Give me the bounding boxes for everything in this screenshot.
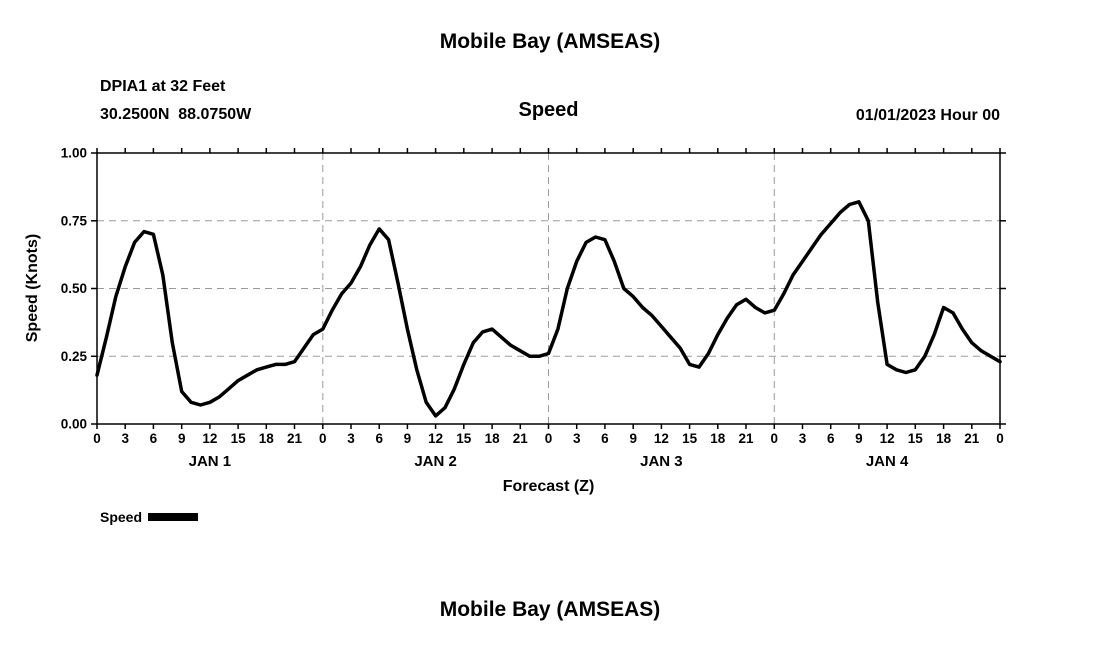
day-label: JAN 4 [866,453,909,470]
speed-line [95,200,1002,418]
x-tick-label: 21 [964,431,980,446]
y-tick-label: 0.00 [61,417,87,432]
x-tick-label: 3 [121,431,129,446]
x-tick-label: 6 [827,431,835,446]
panel-label: Speed [518,99,579,121]
x-tick-label: 0 [93,431,101,446]
day-label: JAN 1 [189,453,232,470]
chart-title-bottom: Mobile Bay (AMSEAS) [439,598,661,621]
y-tick-label: 0.75 [61,213,88,228]
x-tick-label: 3 [799,431,807,446]
x-tick-label: 3 [573,431,581,446]
x-tick-label: 18 [485,431,501,446]
y-tick-label: 1.00 [61,146,87,161]
x-tick-label: 21 [287,431,303,446]
x-tick-label: 12 [202,431,217,446]
station-coordinates: 30.2500N 88.0750W [100,106,252,123]
datetime-label: 01/01/2023 Hour 00 [855,107,1000,124]
x-tick-label: 6 [601,431,609,446]
x-tick-label: 21 [738,431,754,446]
station-label: DPIA1 at 32 Feet [100,78,226,95]
legend-line-swatch [148,513,199,521]
legend: Speed [100,508,199,526]
day-label: JAN 3 [640,453,683,470]
plot-frame [96,152,1001,425]
x-tick-label: 0 [545,431,553,446]
x-tick-label: 6 [375,431,383,446]
x-tick-label: 18 [936,431,952,446]
y-tick-label: 0.25 [61,349,88,364]
x-tick-label: 21 [513,431,529,446]
x-tick-label: 0 [319,431,327,446]
day-label: JAN 2 [414,453,457,470]
y-tick-label: 0.50 [61,281,87,296]
x-tick-label: 15 [682,431,698,446]
x-tick-label: 15 [908,431,924,446]
legend-label: Speed [100,509,143,525]
x-tick-label: 9 [855,431,863,446]
chart-title-top: Mobile Bay (AMSEAS) [439,30,661,53]
x-tick-label: 3 [347,431,355,446]
x-tick-label: 9 [404,431,412,446]
x-axis-title: Forecast (Z) [502,478,595,495]
x-tick-label: 18 [710,431,726,446]
x-tick-label: 12 [428,431,443,446]
x-tick-label: 15 [231,431,247,446]
x-tick-label: 0 [996,431,1004,446]
x-tick-label: 18 [259,431,275,446]
x-tick-label: 0 [771,431,779,446]
x-tick-label: 12 [880,431,895,446]
x-tick-label: 9 [178,431,186,446]
x-tick-label: 6 [150,431,158,446]
x-tick-label: 12 [654,431,669,446]
x-tick-label: 15 [456,431,472,446]
x-tick-label: 9 [629,431,637,446]
